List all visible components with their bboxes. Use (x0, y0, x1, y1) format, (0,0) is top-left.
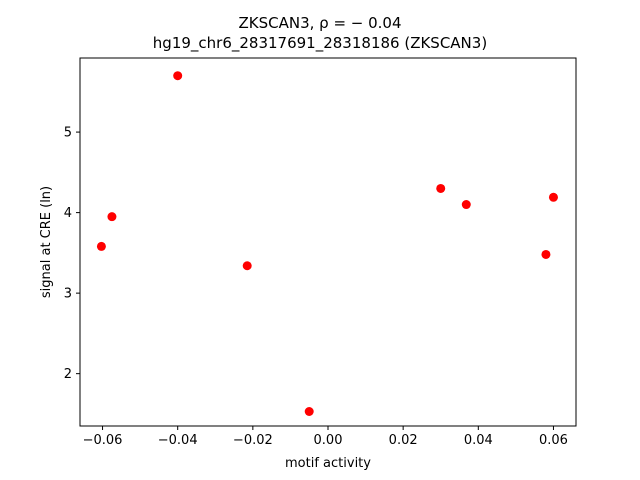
x-tick-label: 0.04 (464, 433, 493, 448)
data-point (107, 212, 117, 222)
x-tick-label: −0.06 (83, 433, 123, 448)
chart-title: ZKSCAN3, ρ = − 0.04 (238, 14, 402, 32)
y-tick-label: 3 (64, 287, 72, 302)
x-axis-label: motif activity (285, 456, 371, 471)
y-tick-label: 2 (64, 367, 72, 382)
data-point (173, 71, 183, 81)
plot-frame (79, 57, 577, 427)
chart-subtitle: hg19_chr6_28317691_28318186 (ZKSCAN3) (152, 34, 488, 52)
data-point (541, 249, 551, 259)
data-point (96, 241, 106, 251)
data-point (242, 261, 252, 271)
data-points (96, 71, 558, 417)
y-axis-label: signal at CRE (ln) (39, 186, 54, 298)
data-point (548, 192, 558, 202)
y-tick-label: 4 (64, 206, 72, 221)
y-tick-label: 5 (64, 126, 72, 141)
x-tick-label: −0.04 (158, 433, 198, 448)
x-tick-label: −0.02 (233, 433, 273, 448)
data-point (304, 407, 314, 417)
x-tick-label: 0.06 (539, 433, 568, 448)
y-axis-ticks: 2 3 4 5 (64, 126, 80, 382)
data-point (436, 183, 446, 193)
x-axis-ticks: −0.06 −0.04 −0.02 0.00 0.02 0.04 0.06 (83, 426, 568, 448)
data-point (461, 200, 471, 210)
x-tick-label: 0.00 (314, 433, 343, 448)
x-tick-label: 0.02 (389, 433, 418, 448)
